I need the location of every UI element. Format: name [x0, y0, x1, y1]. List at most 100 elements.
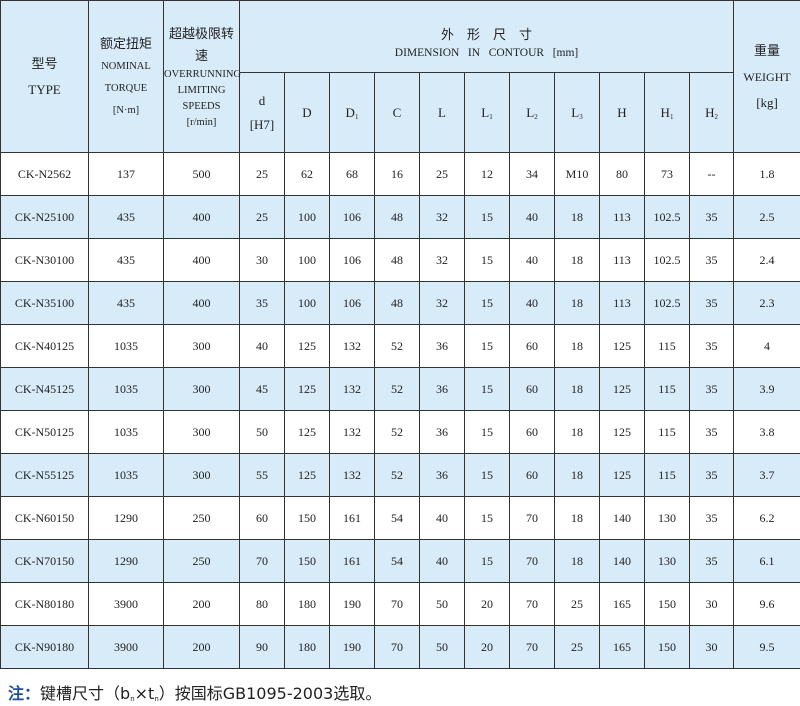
value-cell: 18	[554, 238, 600, 282]
value-cell: 35	[688, 195, 735, 239]
note-label: 注：	[8, 684, 41, 703]
value-cell: 48	[374, 281, 420, 325]
value-cell: 1290	[88, 496, 164, 540]
footnote: 注：键槽尺寸（bn×tn）按国标GB1095-2003选取。	[8, 680, 381, 704]
value-cell: 50	[419, 625, 465, 669]
value-cell: 32	[419, 195, 465, 239]
value-cell: 15	[464, 195, 510, 239]
dim-header-5: L1	[464, 72, 510, 153]
value-cell: 18	[554, 453, 600, 497]
dim-header-10: H2	[688, 72, 735, 153]
table-row: CK-N45125 1035 300 45 125 132 52 36 15 60 18 125 115…	[0, 367, 800, 411]
value-cell: 70	[509, 625, 555, 669]
value-cell: 113	[599, 238, 645, 282]
value-cell: 25	[554, 625, 600, 669]
value-cell: 150	[644, 625, 690, 669]
value-cell: 52	[374, 324, 420, 368]
value-cell: 150	[644, 582, 690, 626]
value-cell: 1035	[88, 453, 164, 497]
value-cell: 50	[419, 582, 465, 626]
dim-subscript: 1	[669, 112, 674, 121]
torque-en2: TORQUE	[104, 82, 148, 94]
value-cell: 125	[599, 367, 645, 411]
value-cell: 35	[688, 367, 735, 411]
value-cell: 40	[239, 324, 285, 368]
value-cell: 25	[554, 582, 600, 626]
value-cell: 15	[464, 410, 510, 454]
value-cell: 140	[599, 496, 645, 540]
dim-subscript: 2	[714, 112, 718, 121]
dim-subscript: 2	[534, 112, 538, 121]
value-cell: 180	[284, 582, 330, 626]
value-cell: 132	[329, 410, 375, 454]
value-cell: 125	[599, 324, 645, 368]
value-cell: 140	[599, 539, 645, 583]
value-cell: 36	[419, 324, 465, 368]
value-cell: 60	[509, 324, 555, 368]
value-cell: 30	[239, 238, 285, 282]
value-cell: 132	[329, 324, 375, 368]
value-cell: 161	[329, 496, 375, 540]
value-cell: 3.8	[733, 410, 800, 454]
value-cell: 2.3	[733, 281, 800, 325]
value-cell: 25	[419, 152, 465, 196]
value-cell: 30	[688, 625, 735, 669]
value-cell: 62	[284, 152, 330, 196]
value-cell: 435	[88, 195, 164, 239]
value-cell: 52	[374, 410, 420, 454]
type-cell: CK-N2562	[0, 152, 89, 196]
value-cell: 36	[419, 367, 465, 411]
dim-symbol: L	[438, 104, 446, 120]
value-cell: 200	[163, 582, 240, 626]
value-cell: 130	[644, 539, 690, 583]
value-cell: 300	[163, 367, 240, 411]
value-cell: 190	[329, 582, 375, 626]
type-cell: CK-N45125	[0, 367, 89, 411]
value-cell: 6.1	[733, 539, 800, 583]
value-cell: 35	[688, 453, 735, 497]
dim-tolerance: [H7]	[249, 116, 275, 132]
dim-header-0: d [H7]	[239, 72, 285, 153]
type-cell: CK-N60150	[0, 496, 89, 540]
value-cell: 150	[284, 496, 330, 540]
value-cell: 60	[509, 453, 555, 497]
dim-symbol: d	[258, 92, 266, 108]
dim-subscript: 1	[489, 112, 493, 121]
type-cell: CK-N80180	[0, 582, 89, 626]
value-cell: 40	[419, 539, 465, 583]
dim-header-3: C	[374, 72, 420, 153]
value-cell: 52	[374, 367, 420, 411]
speed-en1: OVERRUNNING	[164, 68, 241, 80]
value-cell: 36	[419, 453, 465, 497]
speed-unit: [r/min]	[186, 116, 217, 128]
value-cell: 40	[509, 281, 555, 325]
value-cell: 70	[509, 539, 555, 583]
value-cell: 9.6	[733, 582, 800, 626]
value-cell: 165	[599, 582, 645, 626]
value-cell: 3.9	[733, 367, 800, 411]
value-cell: 15	[464, 367, 510, 411]
table-row: CK-N30100 435 400 30 100 106 48 32 15 40 18 113 102.…	[0, 238, 800, 282]
dim-symbol: D	[345, 104, 355, 120]
value-cell: 1.8	[733, 152, 800, 196]
table-row: CK-N90180 3900 200 90 180 190 70 50 20 70 25 165 150…	[0, 625, 800, 669]
value-cell: 18	[554, 496, 600, 540]
value-cell: 100	[284, 195, 330, 239]
weight-en: WEIGHT	[743, 69, 791, 84]
value-cell: 32	[419, 281, 465, 325]
torque-en1: NOMINAL	[101, 60, 151, 72]
value-cell: 73	[644, 152, 690, 196]
value-cell: 102.5	[644, 195, 690, 239]
value-cell: 125	[599, 410, 645, 454]
value-cell: 25	[239, 152, 285, 196]
value-cell: 32	[419, 238, 465, 282]
value-cell: 40	[509, 195, 555, 239]
type-cell: CK-N40125	[0, 324, 89, 368]
value-cell: 3900	[88, 625, 164, 669]
value-cell: 400	[163, 195, 240, 239]
type-cell: CK-N50125	[0, 410, 89, 454]
value-cell: 35	[688, 324, 735, 368]
type-cell: CK-N35100	[0, 281, 89, 325]
value-cell: 125	[284, 367, 330, 411]
table-row: CK-N25100 435 400 25 100 106 48 32 15 40 18 113 102.…	[0, 195, 800, 239]
